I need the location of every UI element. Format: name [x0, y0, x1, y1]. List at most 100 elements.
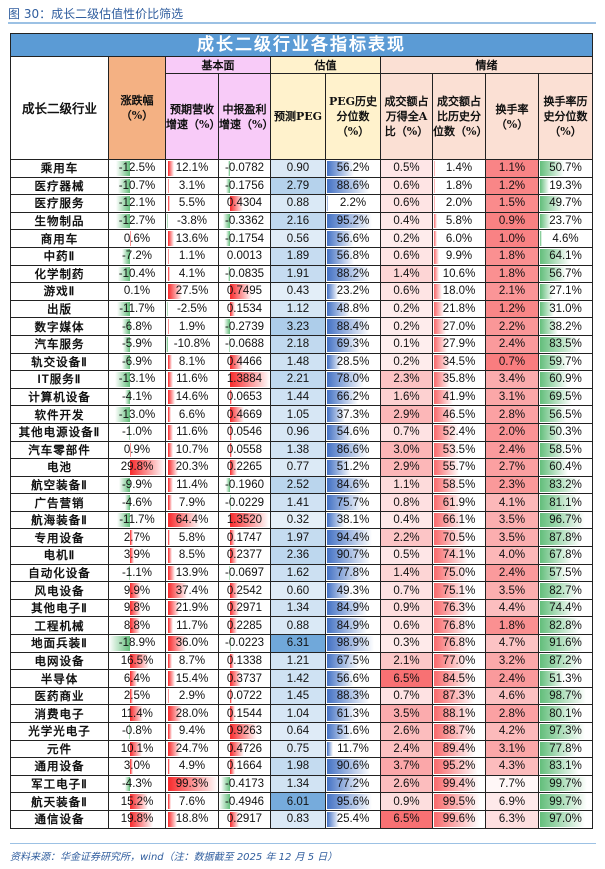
cell-value: 97.3%: [549, 725, 582, 738]
cell-value: 69.3%: [336, 338, 370, 351]
turnover-share-percentile: 35.8%: [432, 370, 486, 389]
cell-value: 20.3%: [175, 461, 209, 474]
data-bar: [540, 794, 587, 809]
turnover-rate: 6.3%: [485, 809, 539, 829]
cell-value: 2.2%: [498, 320, 526, 333]
cell-value: 0.2%: [393, 355, 420, 368]
turnover-rate-percentile: 60.9%: [538, 370, 593, 389]
industry-name: 出版: [10, 299, 109, 319]
revenue-growth: 24.7%: [165, 739, 219, 759]
cell-value: 12.1%: [175, 162, 209, 175]
cell-value: 6.5%: [393, 813, 420, 826]
change-pct: 29.8%: [108, 458, 166, 477]
cell-value: 2.4%: [498, 443, 526, 456]
industry-name: 航海装备Ⅱ: [10, 510, 109, 530]
data-bar: [167, 583, 187, 598]
industry-name: 汽车服务: [10, 334, 109, 354]
industry-name: 自动化设备: [10, 563, 109, 583]
cell-value: 28.0%: [175, 707, 209, 720]
data-bar: [327, 671, 354, 686]
cell-value: 航空装备Ⅱ: [31, 479, 88, 492]
cell-value: 3.1%: [178, 179, 206, 192]
data-bar: [167, 389, 175, 405]
cell-value: 7.7%: [498, 778, 526, 791]
cell-value: -13.0%: [118, 408, 156, 421]
data-bar: [540, 477, 579, 493]
data-bar: [540, 354, 568, 370]
cell-value: 医疗器械: [34, 180, 85, 193]
data-bar: [129, 794, 148, 809]
cell-value: 医疗服务: [34, 198, 85, 211]
forecast-peg: 1.12: [270, 299, 326, 319]
cell-value: 67.8%: [549, 549, 582, 562]
cell-value: 计算机设备: [28, 392, 91, 405]
cell-value: IT服务Ⅱ: [37, 374, 82, 387]
table-row: 通用设备 3.0% 4.9% 0.1664 1.98 90.6% 3.7% 95.2% 4.3%…: [10, 757, 593, 776]
cell-value: 19.8%: [120, 813, 154, 826]
turnover-share-percentile: 46.5%: [432, 405, 486, 424]
cell-value: 生物制品: [34, 216, 85, 229]
data-bar: [167, 811, 178, 827]
cell-value: 77.0%: [442, 654, 476, 667]
profit-growth: 0.1544: [218, 704, 271, 723]
cell-value: 1.04: [286, 707, 310, 720]
cell-value: 地面兵装Ⅱ: [31, 638, 88, 651]
turnover-share: 1.1%: [380, 475, 433, 495]
change-pct: -11.7%: [108, 510, 166, 530]
profit-growth: -0.4173: [218, 774, 271, 794]
peg-percentile: 77.8%: [325, 563, 381, 583]
change-pct: -12.5%: [108, 159, 166, 178]
profit-growth: -0.0688: [218, 334, 271, 354]
data-bar: [167, 196, 171, 211]
revenue-growth: 10.7%: [165, 440, 219, 460]
cell-value: 0.2%: [393, 320, 420, 333]
cell-value: 自动化设备: [28, 567, 91, 580]
turnover-share: 2.2%: [380, 528, 433, 548]
table-row: 电池 29.8% 20.3% 0.2265 0.77 51.2% 2.9% 55.7% 2.7%…: [10, 458, 593, 477]
industry-name: 工程机械: [10, 616, 109, 636]
change-pct: -4.3%: [108, 774, 166, 794]
turnover-share: 0.9%: [380, 792, 433, 811]
cell-value: 64.1%: [549, 250, 582, 263]
data-bar: [540, 759, 579, 774]
cell-value: -0.8%: [121, 725, 153, 738]
forecast-peg: 2.18: [270, 334, 326, 354]
turnover-share: 0.7%: [380, 422, 433, 442]
cell-value: 84.9%: [336, 619, 370, 632]
revenue-growth: 5.8%: [165, 528, 219, 548]
cell-value: 2.9%: [393, 461, 420, 474]
forecast-peg: 6.01: [270, 792, 326, 811]
cell-value: 2.9%: [178, 690, 206, 703]
forecast-peg: 1.98: [270, 757, 326, 776]
cell-value: 2.6%: [393, 725, 420, 738]
turnover-rate-percentile: 83.5%: [538, 334, 593, 354]
data-bar: [327, 248, 354, 264]
data-bar: [115, 407, 130, 422]
turnover-rate-percentile: 69.5%: [538, 387, 593, 407]
cell-value: 77.8%: [549, 742, 582, 755]
revenue-growth: 3.1%: [165, 176, 219, 196]
turnover-share: 0.6%: [380, 176, 433, 196]
data-bar: [229, 495, 231, 510]
cell-value: 0.2%: [393, 303, 420, 316]
data-bar: [540, 600, 575, 616]
header-turnover-share: 成交额占万得全A比（%）: [380, 73, 433, 160]
turnover-rate-percentile: 27.1%: [538, 282, 593, 301]
turnover-share: 0.4%: [380, 211, 433, 231]
turnover-rate: 2.0%: [485, 422, 539, 442]
turnover-share: 0.2%: [380, 229, 433, 248]
cell-value: -0.4946: [224, 795, 264, 808]
cell-value: 35.8%: [442, 373, 476, 386]
industry-name: 医疗器械: [10, 176, 109, 196]
data-bar: [434, 671, 473, 686]
cell-value: 6.5%: [393, 672, 420, 685]
cell-value: -5.9%: [121, 338, 153, 351]
cell-value: 2.2%: [339, 197, 367, 210]
turnover-rate-percentile: 83.1%: [538, 757, 593, 776]
cell-value: 2.0%: [445, 197, 473, 210]
data-bar: [434, 759, 478, 774]
change-pct: -7.2%: [108, 246, 166, 266]
turnover-rate: 0.7%: [485, 352, 539, 372]
turnover-share: 3.7%: [380, 757, 433, 776]
cell-value: 0.7%: [393, 690, 420, 703]
